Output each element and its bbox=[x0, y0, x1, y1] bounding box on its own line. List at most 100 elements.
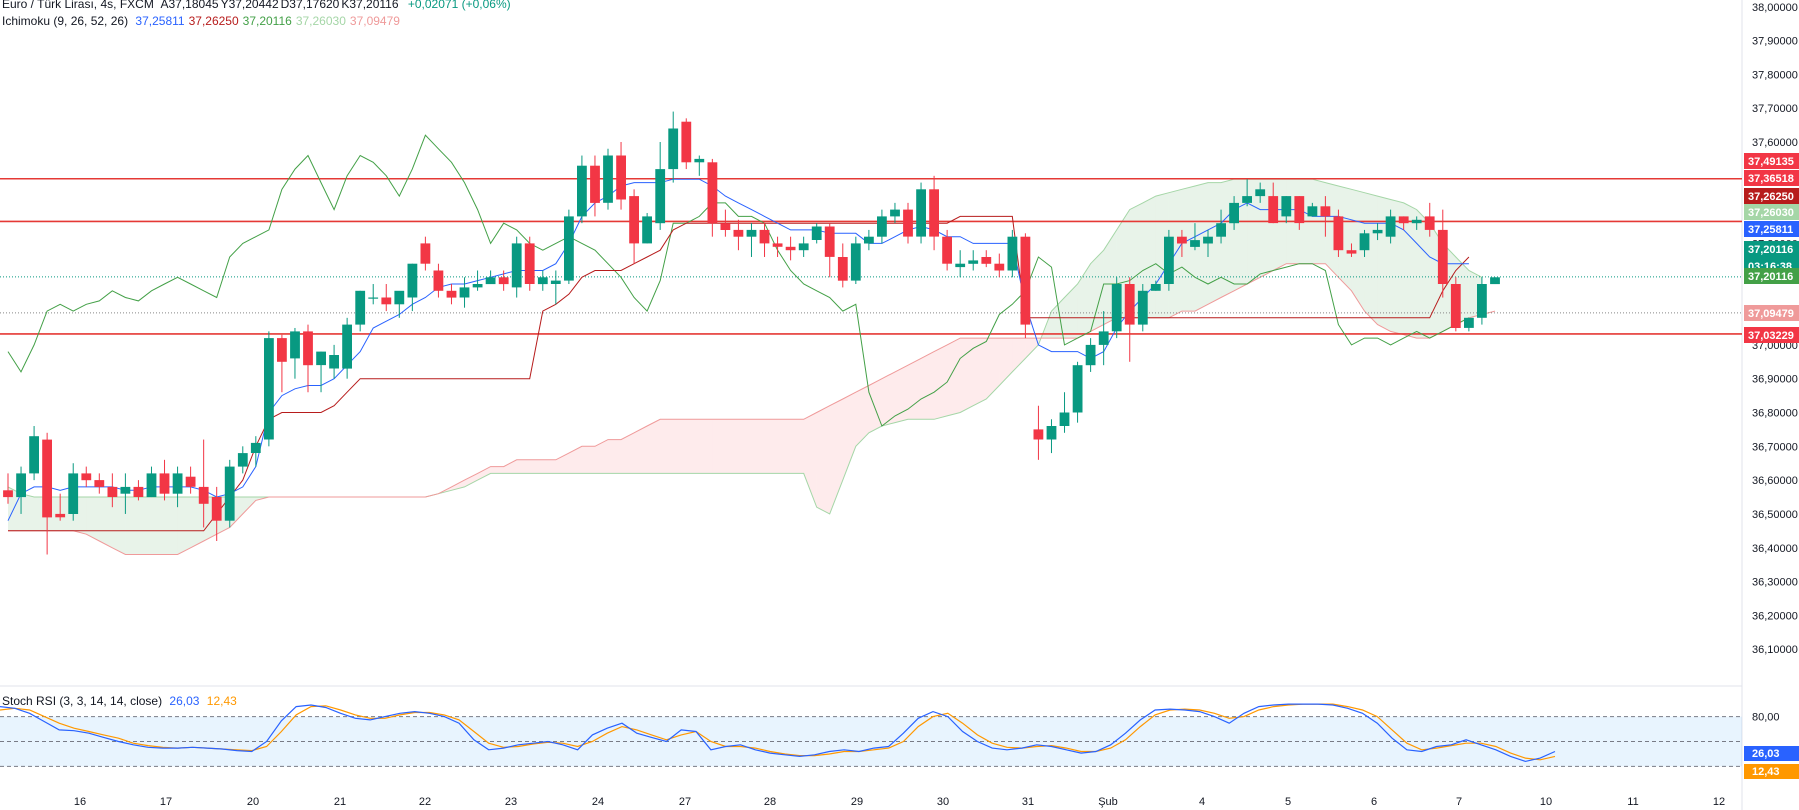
cloud-segment bbox=[542, 459, 556, 474]
cloud-segment bbox=[999, 338, 1013, 386]
cloud-segment bbox=[960, 338, 974, 413]
candle-body bbox=[694, 158, 705, 163]
candle-body bbox=[1137, 290, 1148, 325]
cloud-segment bbox=[477, 466, 491, 481]
candle-body bbox=[616, 155, 626, 200]
price-tick-label: 36,10000 bbox=[1752, 644, 1798, 656]
price-tick-label: 36,80000 bbox=[1752, 408, 1798, 420]
price-tick-label: 36,20000 bbox=[1752, 610, 1798, 622]
price-tag-label: 37,26030 bbox=[1748, 207, 1794, 219]
ohlc-values: A37,18045 Y37,20442 D37,17620 K37,20116 bbox=[161, 0, 401, 11]
ichimoku-value-3: 37,26030 bbox=[295, 14, 346, 28]
ohlc-a-value: A37,18045 bbox=[160, 0, 219, 11]
cloud-segment bbox=[934, 344, 948, 420]
candle-body bbox=[1098, 331, 1109, 345]
cloud-segment bbox=[1364, 192, 1378, 325]
candle-body bbox=[890, 209, 900, 217]
price-tag-bg bbox=[1744, 327, 1799, 343]
candle-body bbox=[577, 165, 587, 217]
x-axis-label: 27 bbox=[679, 796, 691, 808]
candle-body bbox=[916, 189, 926, 237]
cloud-segment bbox=[1090, 250, 1104, 332]
candle-body bbox=[550, 280, 561, 284]
candle-body bbox=[603, 155, 613, 203]
stoch-d-tag-bg bbox=[1744, 764, 1799, 779]
cloud-segment bbox=[986, 338, 1000, 399]
candle-body bbox=[1033, 429, 1044, 440]
candle-body bbox=[42, 439, 52, 518]
cloud-segment bbox=[1012, 338, 1026, 372]
candle-body bbox=[681, 121, 692, 163]
cloud-segment bbox=[947, 338, 961, 416]
cloud-segment bbox=[1208, 182, 1222, 305]
x-axis-label: 17 bbox=[160, 796, 172, 808]
candle-body bbox=[459, 287, 470, 298]
candle-body bbox=[824, 226, 835, 257]
cloud-segment bbox=[594, 439, 608, 474]
cloud-segment bbox=[699, 419, 713, 474]
x-axis-label: 24 bbox=[592, 796, 604, 808]
x-axis-label: 7 bbox=[1456, 796, 1462, 808]
candle-body bbox=[81, 473, 92, 481]
change-value: +0,02071 (+0,06%) bbox=[407, 0, 511, 11]
cloud-segment bbox=[881, 371, 895, 427]
candle-body bbox=[1464, 317, 1474, 328]
x-axis-label: Şub bbox=[1098, 796, 1118, 808]
price-tick-label: 36,90000 bbox=[1752, 374, 1798, 386]
stoch-k-line bbox=[0, 703, 1556, 763]
cloud-segment bbox=[555, 453, 569, 474]
cloud-segment bbox=[673, 419, 687, 474]
x-axis-label: 4 bbox=[1199, 796, 1205, 808]
candle-body bbox=[1242, 196, 1252, 203]
candle-body bbox=[1007, 236, 1018, 271]
cloud-segment bbox=[1077, 263, 1091, 339]
cloud-segment bbox=[516, 459, 530, 474]
candle-body bbox=[55, 513, 66, 518]
x-axis-label: 16 bbox=[74, 796, 86, 808]
cloud-segment bbox=[790, 419, 804, 474]
cloud-segment bbox=[151, 497, 165, 555]
ichimoku-value-2: 37,20116 bbox=[242, 14, 292, 28]
price-tag-label: 37,25811 bbox=[1748, 224, 1793, 236]
candle-body bbox=[94, 480, 105, 487]
cloud-segment bbox=[581, 446, 595, 474]
candle-body bbox=[1164, 236, 1174, 284]
price-tag-bg bbox=[1744, 268, 1799, 284]
cloud-segment bbox=[647, 419, 661, 474]
stoch-k-value: 26,03 bbox=[169, 694, 200, 708]
stoch-d-tag-label: 12,43 bbox=[1752, 766, 1780, 778]
ichimoku-label: Ichimoku (9, 26, 52, 26) bbox=[2, 14, 129, 28]
ichimoku-value-1: 37,26250 bbox=[188, 14, 239, 28]
cloud-segment bbox=[1025, 338, 1039, 359]
candle-body bbox=[1124, 284, 1135, 325]
candle-body bbox=[798, 243, 809, 251]
cloud-segment bbox=[608, 439, 622, 474]
candle-body bbox=[368, 297, 379, 299]
candle-body bbox=[277, 338, 287, 362]
cloud-segment bbox=[503, 459, 517, 474]
cloud-segment bbox=[190, 497, 204, 548]
candle-body bbox=[420, 243, 431, 264]
candle-body bbox=[655, 169, 666, 224]
candle-body bbox=[133, 486, 144, 497]
ichimoku-value-4: 37,09479 bbox=[349, 14, 400, 28]
candle-body bbox=[224, 466, 235, 521]
candle-body bbox=[1320, 206, 1331, 217]
ohlc-d-value: D37,17620 bbox=[280, 0, 340, 11]
price-tag-label: 37,20116 bbox=[1748, 271, 1793, 283]
cloud-segment bbox=[1247, 179, 1261, 285]
cloud-segment bbox=[464, 473, 478, 487]
ohlc-y-value: Y37,20442 bbox=[220, 0, 279, 11]
price-tag-label: 37,09479 bbox=[1748, 308, 1794, 320]
cloud-segment bbox=[1221, 179, 1235, 298]
price-tag-bg bbox=[1744, 153, 1799, 169]
stoch-legend: Stoch RSI (3, 3, 14, 14, close) 26,03 12… bbox=[2, 694, 241, 708]
candle-body bbox=[290, 331, 300, 359]
price-tag: 37,26030 bbox=[1744, 204, 1799, 220]
stoch-k-tag: 26,03 bbox=[1744, 746, 1799, 761]
x-axis-label: 5 bbox=[1285, 796, 1291, 808]
candle-body bbox=[811, 226, 822, 240]
candle-body bbox=[394, 290, 405, 305]
cloud-segment bbox=[1403, 202, 1417, 339]
